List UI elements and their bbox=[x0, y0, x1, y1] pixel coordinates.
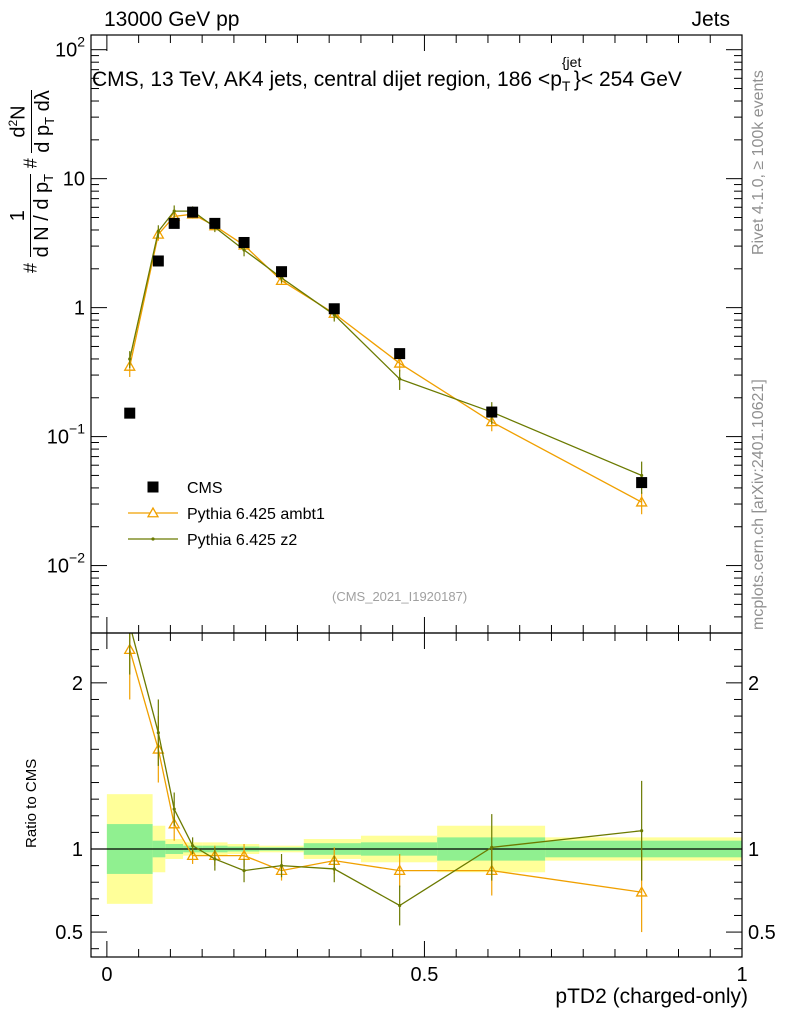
ratio-z2-point bbox=[242, 869, 246, 873]
ratio-ambt1-point bbox=[168, 817, 181, 829]
z2-point bbox=[172, 209, 176, 213]
legend-ambt1-marker bbox=[146, 506, 160, 518]
title-subscript: T bbox=[561, 78, 571, 94]
legend-cms-marker bbox=[147, 481, 159, 493]
header-energy-label: 13000 GeV pp bbox=[104, 8, 240, 31]
ratio-ambt1-point bbox=[635, 885, 648, 897]
series-line-z2 bbox=[129, 210, 642, 477]
ratio-frame bbox=[90, 632, 743, 958]
legend-label: Pythia 6.425 z2 bbox=[187, 532, 297, 549]
z2-point bbox=[156, 229, 160, 234]
ratio-y-tick-label: 2 bbox=[72, 673, 83, 695]
cms-point bbox=[209, 217, 221, 229]
ratio-y-tick-label-right: 0.5 bbox=[748, 922, 776, 944]
chart-title: CMS, 13 TeV, AK4 jets, central dijet reg… bbox=[92, 54, 682, 94]
z2-point bbox=[128, 357, 132, 361]
x-axis-label: pTD2 (charged-only) bbox=[555, 985, 748, 1008]
title-superscript: {jet bbox=[561, 54, 582, 70]
y-tick-label: 102 bbox=[55, 34, 85, 62]
ratio-line-z2 bbox=[131, 633, 642, 907]
ratio-ambt1-point bbox=[393, 864, 406, 875]
cms-point bbox=[124, 407, 136, 419]
ambt1-point bbox=[485, 415, 498, 427]
x-tick-label: 0.5 bbox=[411, 964, 439, 986]
title-end: }< 254 GeV bbox=[573, 68, 682, 91]
x-tick-label: 0 bbox=[101, 964, 112, 986]
series-line-ambt1 bbox=[129, 213, 642, 503]
ratio-y-tick-label: 1 bbox=[72, 839, 83, 861]
ambt1-point bbox=[635, 495, 648, 507]
cms-point bbox=[187, 206, 199, 218]
mcplots-label: mcplots.cern.ch [arXiv:2401.10621] bbox=[750, 379, 767, 630]
legend-label: CMS bbox=[187, 480, 223, 497]
ratio-z2-point bbox=[640, 829, 644, 833]
ratio-z2-point bbox=[156, 731, 160, 735]
ratio-z2-point bbox=[490, 845, 494, 849]
ratio-z2-point bbox=[398, 903, 402, 908]
cms-point bbox=[394, 348, 406, 360]
main-panel-content bbox=[123, 205, 648, 515]
z2-point bbox=[640, 473, 644, 478]
x-tick-label: 1 bbox=[736, 964, 747, 986]
z2-point bbox=[242, 248, 246, 252]
ratio-z2-point bbox=[213, 857, 217, 861]
ratio-z2-point bbox=[332, 867, 336, 871]
ratio-z2-point bbox=[128, 623, 131, 626]
ratio-z2-point bbox=[279, 864, 284, 868]
ratio-panel-content bbox=[123, 623, 648, 933]
header-category-label: Jets bbox=[691, 8, 730, 31]
cms-point bbox=[152, 255, 164, 267]
cms-point bbox=[328, 303, 340, 315]
z2-point bbox=[398, 377, 402, 381]
y-tick-label: 10−2 bbox=[47, 550, 85, 578]
ratio-y-tick-label-right: 2 bbox=[748, 673, 759, 695]
ratio-y-tick-label-right: 1 bbox=[748, 839, 759, 861]
rivet-version-label: Rivet 4.1.0, ≥ 100k events bbox=[750, 70, 767, 255]
legend-label: Pythia 6.425 ambt1 bbox=[187, 506, 325, 523]
ratio-ambt1-point bbox=[186, 849, 199, 861]
ratio-z2-point bbox=[172, 807, 176, 811]
ratio-uncertainty-bands bbox=[91, 794, 742, 904]
ratio-series bbox=[123, 623, 648, 933]
ratio-y-axis-label: Ratio to CMS bbox=[23, 758, 40, 848]
analysis-watermark: (CMS_2021_I1920187) bbox=[332, 589, 468, 604]
y-tick-label: 10 bbox=[63, 169, 85, 191]
cms-point bbox=[168, 217, 180, 229]
y-tick-label: 1 bbox=[74, 298, 85, 320]
y-tick-label: 10−1 bbox=[47, 421, 85, 449]
legend-z2-marker bbox=[151, 537, 155, 541]
panel-frames bbox=[90, 34, 743, 958]
title-main: CMS, 13 TeV, AK4 jets, central dijet reg… bbox=[92, 68, 562, 91]
ambt1-point bbox=[123, 360, 136, 371]
ambt1-point bbox=[393, 357, 406, 368]
cms-point bbox=[276, 266, 288, 278]
legend: CMS Pythia 6.425 ambt1 Pythia 6.425 z2 bbox=[128, 480, 325, 549]
cms-point bbox=[636, 477, 648, 489]
cms-point bbox=[238, 236, 250, 248]
cms-point bbox=[486, 406, 498, 418]
ratio-y-tick-label: 0.5 bbox=[55, 922, 83, 944]
ratio-z2-point bbox=[191, 844, 195, 848]
